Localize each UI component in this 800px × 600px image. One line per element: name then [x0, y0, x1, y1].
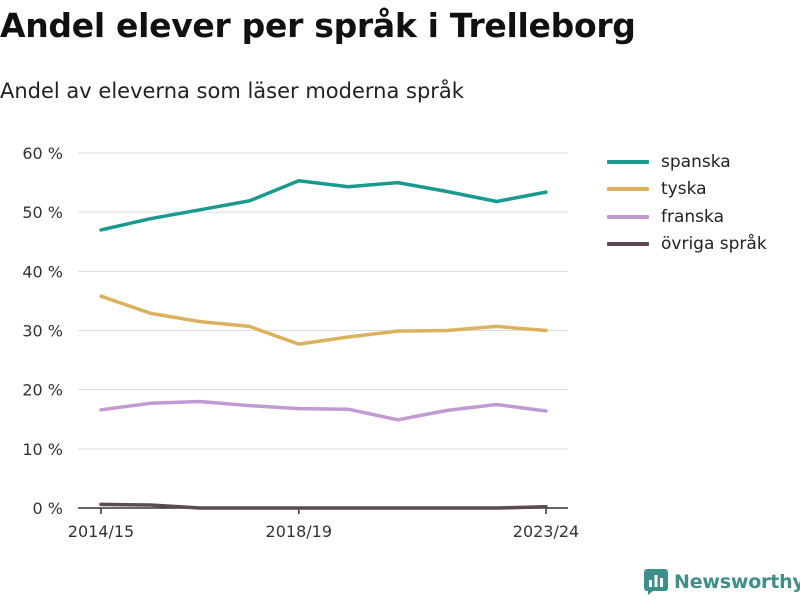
- series-line-0: [99, 179, 548, 232]
- y-tick-label: 0 %: [33, 499, 63, 518]
- legend-label: övriga språk: [661, 234, 767, 255]
- series-line-2: [99, 399, 548, 422]
- y-tick-label: 60 %: [22, 144, 63, 163]
- legend-label: spanska: [661, 151, 731, 172]
- legend-swatch: [607, 242, 649, 247]
- x-tick-label: 2014/15: [68, 522, 134, 541]
- legend-item: övriga språk: [607, 231, 767, 259]
- series-line-3: [99, 502, 548, 510]
- series-line-1: [99, 294, 548, 346]
- chart-legend: spanska tyska franska övriga språk: [607, 148, 767, 258]
- legend-swatch: [607, 159, 649, 164]
- y-tick-label: 30 %: [22, 322, 63, 341]
- newsworthy-brand: Newsworthy: [644, 569, 800, 595]
- y-tick-label: 50 %: [22, 203, 63, 222]
- legend-swatch: [607, 187, 649, 192]
- y-tick-label: 40 %: [22, 262, 63, 281]
- legend-item: spanska: [607, 148, 767, 176]
- x-tick-label: 2018/19: [266, 522, 332, 541]
- legend-label: franska: [661, 206, 724, 227]
- newsworthy-logo-icon: [644, 569, 668, 595]
- chart-title: Andel elever per språk i Trelleborg: [0, 6, 636, 45]
- chart-subtitle: Andel av eleverna som läser moderna språ…: [0, 79, 464, 103]
- x-tick-label: 2023/24: [513, 522, 579, 541]
- legend-item: tyska: [607, 176, 767, 204]
- legend-swatch: [607, 214, 649, 219]
- y-tick-label: 20 %: [22, 381, 63, 400]
- legend-item: franska: [607, 203, 767, 231]
- y-tick-label: 10 %: [22, 440, 63, 459]
- legend-label: tyska: [661, 179, 707, 200]
- brand-label: Newsworthy: [674, 571, 800, 593]
